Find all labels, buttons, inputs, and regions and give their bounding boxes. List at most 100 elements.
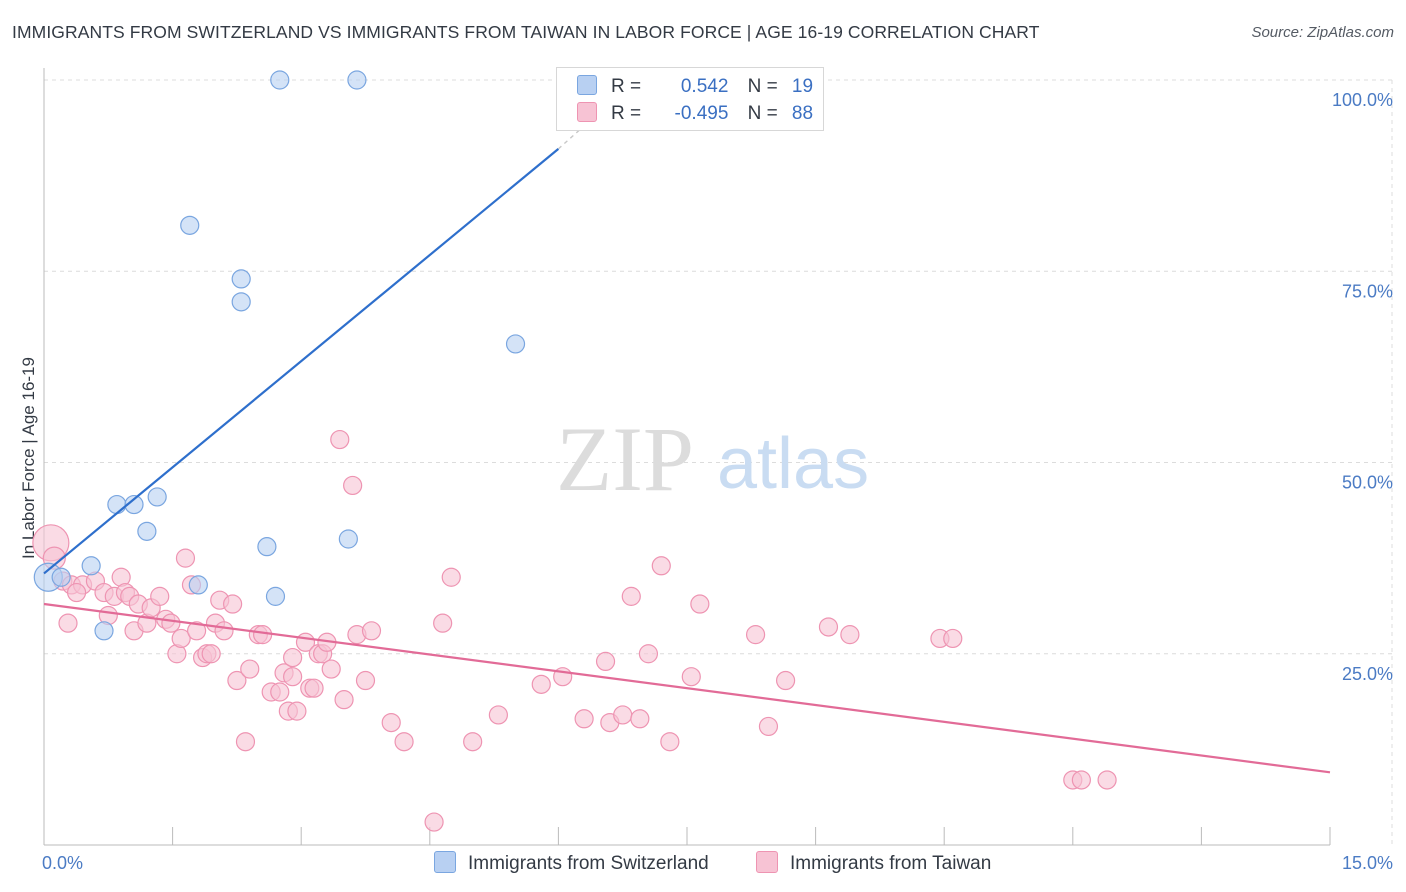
- y-tick-label: 75.0%: [1342, 281, 1393, 301]
- taiwan-point: [595, 651, 616, 672]
- stats-row-switzerland: R = 0.542 N = 19: [577, 75, 813, 103]
- taiwan-point: [66, 582, 87, 603]
- switzerland-point: [505, 334, 526, 354]
- legend-swatch-taiwan: [756, 851, 778, 873]
- taiwan-point: [488, 705, 508, 725]
- taiwan-point: [441, 567, 461, 587]
- taiwan-point: [330, 429, 350, 450]
- gridlines: [44, 79, 1393, 845]
- taiwan-point: [283, 667, 303, 687]
- taiwan-point: [321, 659, 341, 679]
- taiwan-point: [304, 678, 324, 698]
- switzerland-point: [94, 621, 114, 641]
- r-value: 0.542: [680, 76, 729, 97]
- chart-title: IMMIGRANTS FROM SWITZERLAND VS IMMIGRANT…: [12, 22, 1040, 42]
- taiwan-point: [818, 617, 839, 637]
- taiwan-point: [394, 732, 414, 752]
- taiwan-point: [690, 594, 710, 614]
- taiwan-trend-line: [43, 602, 1331, 774]
- switzerland-trend-line: [43, 148, 560, 575]
- switzerland-swatch: [577, 75, 597, 95]
- taiwan-point: [223, 594, 243, 614]
- taiwan-point: [201, 644, 221, 664]
- taiwan-point: [355, 670, 376, 691]
- switzerland-point: [231, 292, 251, 312]
- r-value: -0.495: [674, 103, 729, 124]
- taiwan-point: [463, 732, 483, 752]
- taiwan-point: [175, 548, 196, 568]
- taiwan-point: [214, 621, 234, 641]
- taiwan-point: [161, 613, 181, 633]
- taiwan-point: [621, 586, 641, 606]
- n-value: 19: [791, 76, 814, 97]
- taiwan-point: [171, 628, 191, 649]
- switzerland-point: [81, 556, 101, 576]
- y-tick-label: 25.0%: [1342, 664, 1393, 684]
- taiwan-point: [253, 625, 273, 645]
- switzerland-point: [180, 215, 200, 235]
- switzerland-point: [51, 567, 71, 587]
- taiwan-point: [574, 709, 594, 729]
- taiwan-point: [775, 670, 796, 691]
- y-tick-label: 50.0%: [1342, 473, 1393, 493]
- n-label: N =: [747, 76, 778, 97]
- taiwan-point: [531, 674, 551, 694]
- taiwan-point: [58, 613, 78, 633]
- taiwan-point: [361, 621, 382, 641]
- stats-row-taiwan: R = -0.495 N = 88: [577, 102, 813, 130]
- legend-label: Immigrants from Taiwan: [790, 853, 992, 874]
- x-tick-label: 0.0%: [42, 853, 83, 873]
- legend-item-taiwan[interactable]: Immigrants from Taiwan: [756, 851, 991, 875]
- taiwan-point: [613, 705, 633, 725]
- taiwan-point: [1097, 770, 1117, 790]
- taiwan-point: [343, 475, 363, 496]
- switzerland-point: [231, 269, 251, 289]
- legend-swatch-switzerland: [434, 851, 456, 873]
- taiwan-point: [235, 732, 256, 752]
- taiwan-point: [270, 682, 290, 702]
- stats-box: R = 0.542 N = 19 R = -0.495 N = 88: [556, 67, 824, 131]
- taiwan-point: [651, 556, 671, 576]
- taiwan-swatch: [577, 102, 597, 122]
- data-points: [32, 70, 1117, 832]
- taiwan-point: [287, 701, 307, 721]
- taiwan-point: [1071, 770, 1091, 790]
- taiwan-point: [424, 812, 444, 832]
- source-credit[interactable]: Source: ZipAtlas.com: [1251, 24, 1394, 41]
- taiwan-point: [334, 690, 354, 710]
- legend-item-switzerland[interactable]: Immigrants from Switzerland: [434, 851, 709, 875]
- switzerland-point: [338, 529, 358, 549]
- taiwan-point: [638, 644, 659, 664]
- taiwan-point: [187, 621, 207, 641]
- switzerland-trend-extension: [557, 110, 602, 150]
- x-tick-label: 15.0%: [1342, 853, 1393, 873]
- legend-label: Immigrants from Switzerland: [468, 853, 709, 874]
- watermark-zip: ZIP: [556, 408, 694, 510]
- watermark-atlas: atlas: [717, 424, 869, 504]
- switzerland-point: [265, 586, 286, 606]
- switzerland-point: [270, 70, 290, 90]
- taiwan-point: [840, 625, 860, 645]
- y-axis-label: In Labor Force | Age 16-19: [19, 357, 38, 559]
- switzerland-point: [107, 494, 127, 515]
- taiwan-point: [283, 647, 303, 668]
- switzerland-point: [257, 537, 277, 557]
- taiwan-point: [660, 732, 680, 752]
- taiwan-point: [433, 613, 453, 633]
- n-label: N =: [747, 103, 778, 124]
- n-value: 88: [791, 103, 814, 124]
- y-tick-label: 100.0%: [1332, 90, 1393, 110]
- taiwan-point: [227, 670, 247, 691]
- taiwan-point: [745, 625, 766, 645]
- taiwan-point: [240, 659, 260, 679]
- switzerland-point: [147, 487, 167, 507]
- r-label: R =: [611, 103, 642, 124]
- taiwan-point: [943, 628, 963, 649]
- watermark: ZIP atlas: [556, 408, 869, 510]
- switzerland-point: [188, 575, 208, 595]
- axes: 25.0% 50.0% 75.0% 100.0% 0.0% 15.0%: [42, 68, 1393, 873]
- taiwan-point: [150, 586, 170, 606]
- taiwan-point: [630, 709, 650, 729]
- taiwan-point: [681, 667, 701, 687]
